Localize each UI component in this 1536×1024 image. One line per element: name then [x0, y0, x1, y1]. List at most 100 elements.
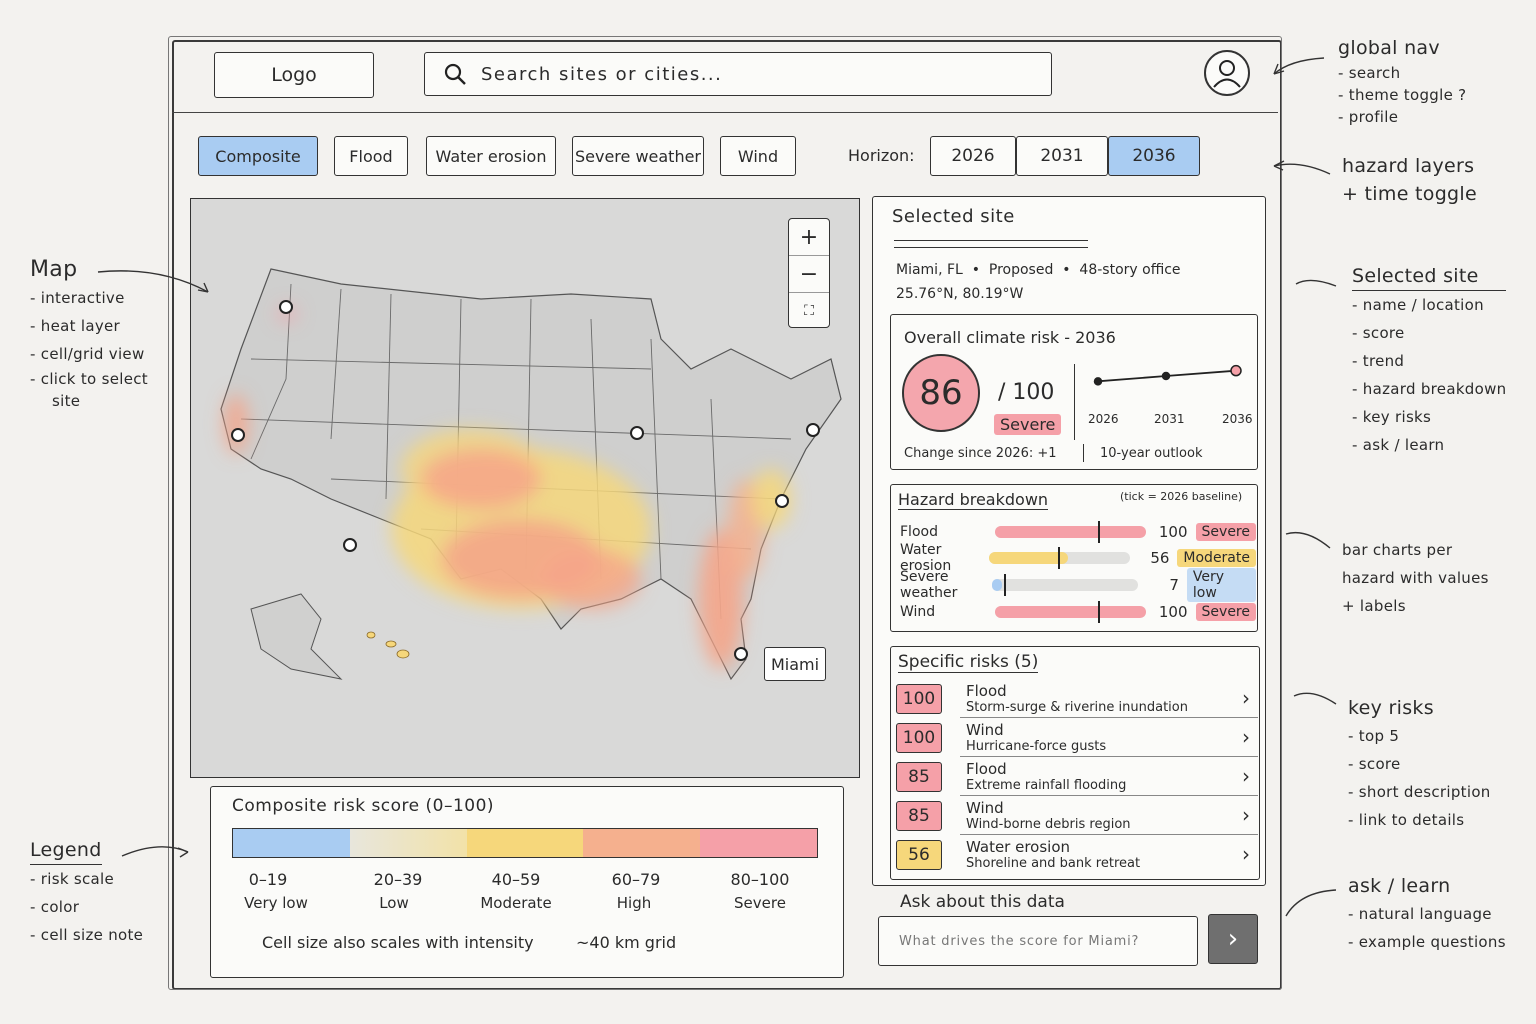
risk-score-badge: 85: [896, 762, 942, 792]
hazard-bar-track: [995, 521, 1146, 543]
specific-risk-item[interactable]: 100 Flood Storm-surge & riverine inundatio…: [894, 680, 1258, 718]
change-since-baseline: Change since 2026: +1: [904, 446, 1057, 461]
selected-site-title: Selected site: [892, 206, 1015, 227]
specific-risk-item[interactable]: 85 Flood Extreme rainfall flooding ›: [894, 758, 1258, 796]
hazard-name: Water erosion: [900, 542, 952, 574]
hazard-severity-badge: Severe: [1195, 523, 1256, 541]
zoom-in-button[interactable]: +: [789, 219, 829, 256]
selected-site-label[interactable]: Miami: [764, 647, 826, 681]
hazard-bar-fill: [988, 552, 1068, 564]
site-marker-nc: [775, 494, 789, 508]
chevron-right-icon[interactable]: ›: [1242, 686, 1250, 710]
legend-title: Composite risk score (0–100): [232, 796, 495, 816]
site-coordinates: 25.76°N, 80.19°W: [896, 286, 1024, 302]
fullscreen-icon[interactable]: ⛶: [804, 303, 814, 319]
site-status: Proposed: [988, 262, 1054, 278]
risk-description: Wind-borne debris region: [966, 817, 1131, 832]
risk-description: Extreme rainfall flooding: [966, 778, 1127, 793]
legend-panel: [210, 786, 844, 978]
overall-severity-badge: Severe: [994, 414, 1062, 435]
baseline-tick: [1097, 601, 1100, 623]
search-icon: [444, 63, 466, 85]
hazard-value: 100: [1158, 523, 1188, 541]
site-marker-seattle: [279, 300, 293, 314]
row-divider: [960, 834, 1258, 835]
trend-year-2026: 2026: [1088, 412, 1119, 426]
heat-layer: [224, 306, 791, 669]
trend-point: [1161, 371, 1171, 381]
chevron-right-icon[interactable]: ›: [1242, 725, 1250, 749]
zoom-out-button[interactable]: −: [789, 256, 829, 293]
row-divider: [960, 717, 1258, 718]
risk-description: Shoreline and bank retreat: [966, 856, 1141, 871]
hazard-bar-fill: [995, 526, 1146, 538]
search-input[interactable]: Search sites or cities...: [424, 52, 1052, 96]
specific-risk-item[interactable]: 56 Water erosion Shoreline and bank retrea…: [894, 836, 1258, 874]
risk-score-badge: 85: [896, 801, 942, 831]
risk-score-badge: 100: [896, 684, 942, 714]
risk-score-badge: 100: [896, 723, 942, 753]
tab-water-erosion[interactable]: Water erosion: [426, 136, 556, 176]
hazard-severity-badge: Moderate: [1177, 549, 1256, 567]
hazard-name: Wind: [900, 604, 936, 620]
hazard-name: Flood: [900, 524, 938, 540]
trend-chart: [1093, 364, 1242, 386]
tab-wind[interactable]: Wind: [720, 136, 796, 176]
hazard-bar-fill: [992, 579, 1003, 591]
chevron-right-icon[interactable]: ›: [1242, 764, 1250, 788]
hazard-bar-fill: [995, 606, 1146, 618]
site-markers: [231, 300, 820, 661]
hawaii-islands: [366, 631, 410, 659]
legend-range-label: High: [616, 894, 652, 912]
annotation-legend: Legend - risk scale - color - cell size …: [30, 836, 143, 949]
year-2031-button[interactable]: 2031: [1016, 136, 1108, 176]
tab-severe-weather[interactable]: Severe weather: [572, 136, 704, 176]
site-marker-miami: [734, 647, 748, 661]
site-marker-chicago: [630, 426, 644, 440]
specific-risk-item[interactable]: 100 Wind Hurricane-force gusts ›: [894, 719, 1258, 757]
ask-submit-button[interactable]: ›: [1208, 914, 1258, 964]
hazard-value: 100: [1158, 603, 1188, 621]
legend-range-label: Very low: [244, 894, 308, 912]
risk-map[interactable]: [190, 198, 860, 778]
hazard-value: 7: [1169, 576, 1179, 594]
legend-swatch-severe: [700, 829, 817, 857]
risk-score-badge: 56: [896, 840, 942, 870]
hazard-severity-badge: Severe: [1195, 603, 1256, 621]
ask-input[interactable]: What drives the score for Miami?: [878, 916, 1198, 966]
tab-flood[interactable]: Flood: [334, 136, 408, 176]
legend-swatch-moderate: [466, 829, 584, 857]
specific-risk-item[interactable]: 85 Wind Wind-borne debris region ›: [894, 797, 1258, 835]
legend-cell-size-note: Cell size also scales with intensity: [262, 933, 534, 952]
legend-range-label: Low: [379, 894, 409, 912]
hazard-row: Severe weather 7 Very low: [900, 568, 1257, 602]
baseline-tick: [1057, 547, 1060, 569]
trend-year-2036: 2036: [1222, 412, 1253, 426]
risk-description: Storm-surge & riverine inundation: [966, 700, 1188, 715]
annotation-hazard-layers: hazard layers + time toggle: [1342, 155, 1477, 205]
hazard-value: 56: [1150, 549, 1170, 567]
specific-risks-title: Specific risks (5): [898, 652, 1039, 673]
legend-swatch-low: [349, 829, 467, 857]
chevron-right-icon[interactable]: ›: [1242, 803, 1250, 827]
hazard-bar-track: [988, 547, 1130, 569]
risk-name: Flood: [966, 760, 1007, 778]
year-2026-button[interactable]: 2026: [930, 136, 1016, 176]
specific-risks-card: [890, 646, 1260, 880]
legend-range: 80–100: [730, 870, 790, 889]
legend-range: 0–19: [248, 870, 288, 889]
hazard-row: Wind 100 Severe: [900, 600, 1256, 624]
logo[interactable]: Logo: [214, 52, 374, 98]
year-2036-button[interactable]: 2036: [1108, 136, 1200, 176]
hazard-breakdown-title: Hazard breakdown: [898, 490, 1049, 510]
chevron-right-icon[interactable]: ›: [1242, 842, 1250, 866]
legend-range: 40–59: [491, 870, 541, 889]
hazard-bar-track: [995, 601, 1146, 623]
tab-composite[interactable]: Composite: [198, 136, 318, 176]
overall-risk-title: Overall climate risk - 2036: [904, 328, 1116, 347]
user-icon: [1213, 60, 1241, 88]
hazard-row: Flood 100 Severe: [900, 520, 1256, 544]
profile-button[interactable]: [1204, 50, 1250, 96]
annotation-global-nav: global nav - search - theme toggle ? - p…: [1338, 37, 1467, 126]
annotation-selected-site: Selected site - name / location - score …: [1352, 262, 1507, 459]
